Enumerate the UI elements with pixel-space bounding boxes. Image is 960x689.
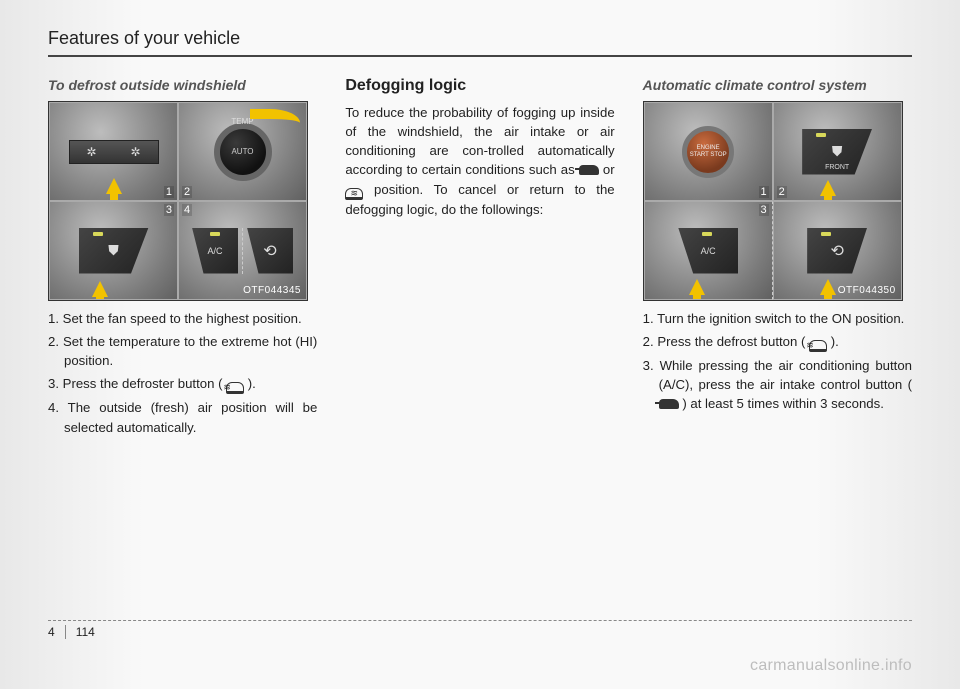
panel-number: 4 <box>182 204 192 216</box>
step-item: 1. Set the fan speed to the highest posi… <box>48 309 317 328</box>
steps-defrost-windshield: 1. Set the fan speed to the highest posi… <box>48 309 317 437</box>
fan-speed-bar: ✲ ✲ <box>69 140 159 164</box>
led-icon <box>93 232 103 236</box>
engine-start-button: ENGINE START STOP <box>682 126 734 178</box>
heading-defogging-logic: Defogging logic <box>345 77 614 95</box>
ac-button-shape: A/C <box>192 228 238 274</box>
recirc-button-shape: ⟲ <box>807 228 867 274</box>
figure-OTF044350: ENGINE START STOP 1 FRONT ⛊ 2 <box>643 101 903 301</box>
content-columns: To defrost outside windshield ✲ ✲ 1 TEMP <box>48 77 912 441</box>
watermark: carmanualsonline.info <box>750 657 912 675</box>
fan-icon: ✲ <box>130 145 140 159</box>
recirc-icon: ⟲ <box>830 241 843 261</box>
step-text: 3. While pressing the air conditioning b… <box>643 358 912 392</box>
para-text: To reduce the probability of fogging up … <box>345 105 614 177</box>
figure-id: OTF044345 <box>243 285 301 296</box>
panel-number: 3 <box>759 204 769 216</box>
panel-front-defrost: FRONT ⛊ 2 <box>773 102 902 201</box>
column-defrost-windshield: To defrost outside windshield ✲ ✲ 1 TEMP <box>48 77 317 441</box>
panel-defrost-button: ⛊ 3 <box>49 201 178 300</box>
arrow-up-icon <box>106 178 122 194</box>
panel-number: 2 <box>182 186 192 198</box>
page-footer: 4 114 <box>48 620 912 639</box>
panel-fan-speed: ✲ ✲ 1 <box>49 102 178 201</box>
ac-label: A/C <box>207 246 222 256</box>
defogging-paragraph: To reduce the probability of fogging up … <box>345 103 614 219</box>
defrost-icon: ⛊ <box>832 143 843 160</box>
figure-row: ENGINE START STOP 1 FRONT ⛊ 2 <box>644 102 902 201</box>
temp-knob: TEMP AUTO <box>214 123 272 181</box>
defrost-inline-icon: ≋ <box>809 340 827 352</box>
step-item: 3. While pressing the air conditioning b… <box>643 356 912 413</box>
recirc-inline-icon <box>659 399 679 409</box>
page-header: Features of your vehicle <box>48 28 912 57</box>
page-number: 114 <box>76 625 95 639</box>
figure-id: OTF044350 <box>838 285 896 296</box>
ac-button-shape: A/C <box>678 228 738 274</box>
panel-temp-knob: TEMP AUTO 2 <box>178 102 307 201</box>
defrost-icon: ⛊ <box>108 242 119 259</box>
para-text: or <box>599 162 615 177</box>
defrost-inline-icon: ≋ <box>226 382 244 394</box>
arrow-up-icon <box>92 281 108 297</box>
step-text: ) at least 5 times within 3 seconds. <box>679 396 884 411</box>
step-item: 2. Press the defrost button ( ≋ ). <box>643 332 912 352</box>
panel-engine-start: ENGINE START STOP 1 <box>644 102 773 201</box>
fan-icon: ✲ <box>86 145 96 159</box>
step-text: 2. Press the defrost button ( <box>643 334 809 349</box>
chapter-number: 4 <box>48 625 55 639</box>
step-text: 3. Press the defroster button ( <box>48 376 226 391</box>
panel-number: 1 <box>164 186 174 198</box>
arrow-curve-icon <box>250 109 300 123</box>
led-icon <box>702 232 712 236</box>
floor-mode-inline-icon <box>579 165 599 175</box>
front-label: FRONT <box>825 164 849 171</box>
led-icon <box>210 232 220 236</box>
panel-ac-button: A/C 3 <box>644 201 773 300</box>
knob-auto-label: AUTO <box>231 147 253 156</box>
led-icon <box>816 133 826 137</box>
steps-auto-climate: 1. Turn the ignition switch to the ON po… <box>643 309 912 414</box>
footer-divider <box>65 625 66 639</box>
panel-number: 2 <box>777 186 787 198</box>
panel-number: 1 <box>759 186 769 198</box>
heading-auto-climate: Automatic climate control system <box>643 77 912 93</box>
figure-OTF044345: ✲ ✲ 1 TEMP AUTO 2 <box>48 101 308 301</box>
para-text: position. To cancel or return to the def… <box>345 182 614 217</box>
arrow-up-icon <box>689 279 705 295</box>
arrow-up-icon <box>820 279 836 295</box>
step-item: 4. The outside (fresh) air position will… <box>48 398 317 436</box>
defrost-button-shape: ⛊ <box>79 228 149 274</box>
step-item: 3. Press the defroster button ( ≋ ). <box>48 374 317 394</box>
step-text: ). <box>244 376 256 391</box>
step-text: ). <box>827 334 839 349</box>
manual-page: Features of your vehicle To defrost outs… <box>0 0 960 689</box>
front-defrost-button-shape: FRONT ⛊ <box>802 129 872 175</box>
panel-number: 3 <box>164 204 174 216</box>
heading-defrost-windshield: To defrost outside windshield <box>48 77 317 93</box>
led-icon <box>821 232 831 236</box>
recirc-button-shape: ⟲ <box>247 228 293 274</box>
recirc-icon: ⟲ <box>263 241 276 261</box>
arrow-up-icon <box>820 180 836 196</box>
ac-label: A/C <box>701 246 716 256</box>
header-title: Features of your vehicle <box>48 28 240 48</box>
column-auto-climate: Automatic climate control system ENGINE … <box>643 77 912 441</box>
defrost-inline-icon: ≋ <box>345 188 363 200</box>
figure-row: ✲ ✲ 1 TEMP AUTO 2 <box>49 102 307 201</box>
step-item: 1. Turn the ignition switch to the ON po… <box>643 309 912 328</box>
column-defogging-logic: Defogging logic To reduce the probabilit… <box>345 77 614 441</box>
step-item: 2. Set the temperature to the extreme ho… <box>48 332 317 370</box>
